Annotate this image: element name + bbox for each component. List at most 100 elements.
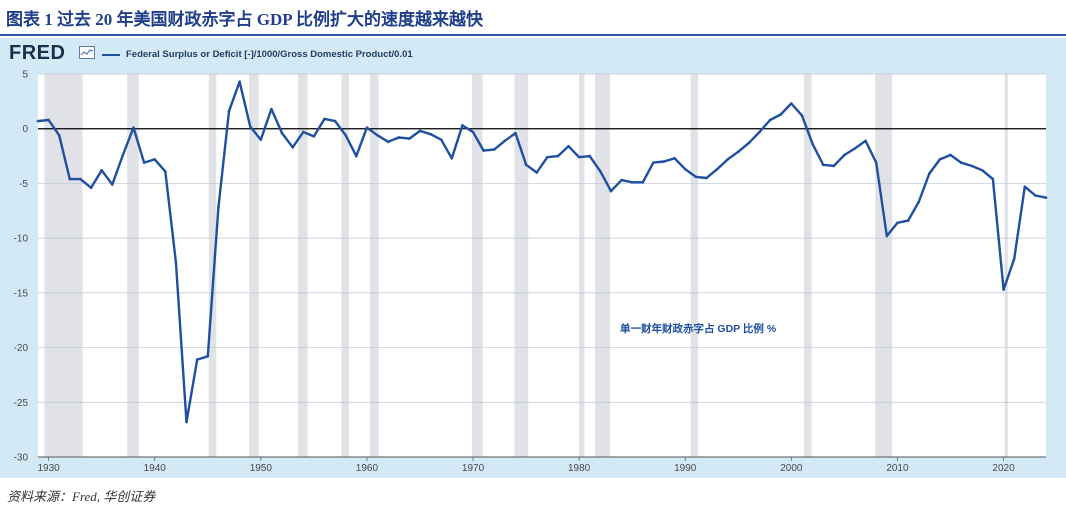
data-point — [429, 132, 432, 136]
data-point — [588, 154, 592, 158]
data-point — [927, 172, 931, 175]
y-tick-label: -10 — [14, 234, 29, 245]
recession-band — [804, 74, 812, 457]
data-point — [36, 119, 40, 123]
data-point — [843, 153, 846, 157]
data-point — [726, 158, 729, 161]
data-point — [79, 177, 82, 181]
data-point — [386, 140, 390, 144]
data-point — [609, 189, 613, 193]
legend-line-swatch — [102, 53, 120, 56]
deficit-line-chart: 5 0 -5 -10 -15 -20 -25 -30 1930 1940 1950 1960 1970 1… — [14, 70, 1048, 474]
data-point — [248, 125, 252, 128]
data-point — [790, 102, 793, 105]
data-point — [652, 161, 655, 164]
data-point — [821, 163, 825, 167]
recession-band — [690, 74, 698, 457]
data-point — [142, 161, 146, 164]
data-point — [1044, 196, 1048, 199]
data-point — [280, 131, 284, 135]
deficit-series-line — [37, 80, 1047, 424]
data-point — [291, 146, 294, 149]
data-point — [800, 114, 804, 117]
data-point — [238, 80, 241, 83]
data-point — [981, 168, 984, 172]
data-point — [864, 139, 867, 143]
data-point — [195, 358, 199, 361]
data-point — [736, 150, 740, 153]
data-point — [418, 129, 422, 133]
data-point — [524, 163, 528, 167]
data-point — [376, 133, 379, 137]
data-point — [312, 135, 316, 138]
recession-band — [595, 74, 610, 457]
recession-band — [249, 74, 259, 457]
recession-band — [208, 74, 217, 457]
data-point — [811, 142, 814, 146]
data-point — [620, 178, 623, 182]
data-point — [885, 234, 889, 238]
data-point — [673, 156, 676, 160]
recession-band — [370, 74, 379, 457]
recession-band — [514, 74, 529, 457]
x-tick-label: 1980 — [568, 463, 591, 474]
data-point — [355, 154, 358, 158]
recession-band — [471, 74, 483, 457]
data-point — [503, 139, 507, 143]
data-point — [970, 164, 974, 168]
data-point — [896, 221, 899, 225]
data-point — [1012, 257, 1016, 261]
data-point — [1002, 288, 1005, 291]
data-point — [577, 155, 581, 159]
data-point — [874, 161, 878, 164]
y-tick-label: -25 — [14, 398, 29, 409]
data-point — [89, 186, 93, 190]
data-point — [344, 133, 348, 137]
data-point — [270, 107, 273, 111]
source-note: 资料来源：Fred, 华创证券 — [7, 489, 156, 504]
data-point — [301, 130, 305, 134]
data-point — [492, 148, 496, 151]
data-point — [57, 133, 61, 137]
data-point — [132, 126, 135, 129]
data-point — [556, 154, 560, 158]
recession-band — [127, 74, 139, 457]
data-point — [959, 161, 963, 164]
data-point — [174, 260, 178, 264]
data-point — [747, 141, 751, 145]
data-point — [630, 181, 634, 184]
x-tick-label: 1930 — [37, 463, 60, 474]
data-point — [153, 158, 157, 161]
recession-band — [44, 74, 83, 457]
data-point — [853, 147, 857, 150]
data-point — [482, 149, 485, 152]
data-point — [365, 126, 369, 129]
legend-series-label: Federal Surplus or Deficit [-]/1000/Gros… — [126, 49, 413, 60]
x-tick-label: 2000 — [780, 463, 803, 474]
recession-band — [579, 74, 585, 457]
fred-logo: FRED — [9, 42, 66, 64]
data-point — [164, 170, 167, 173]
data-point — [121, 153, 125, 157]
data-point — [705, 176, 708, 180]
y-tick-label: -5 — [19, 179, 28, 190]
data-point — [641, 181, 645, 184]
data-point — [832, 164, 836, 168]
data-point — [546, 155, 549, 159]
data-point — [938, 158, 942, 161]
recession-band — [875, 74, 893, 457]
data-point — [694, 175, 698, 179]
data-point — [439, 138, 443, 141]
data-point — [567, 144, 570, 148]
data-point — [450, 156, 454, 160]
chart-annotation: 单一财年财政赤字占 GDP 比例 % — [620, 322, 777, 335]
data-point — [227, 109, 231, 113]
chart-legend: Federal Surplus or Deficit [-]/1000/Gros… — [102, 49, 413, 60]
recession-band — [1004, 74, 1008, 457]
data-point — [100, 168, 103, 172]
data-point — [461, 124, 464, 127]
data-point — [408, 137, 411, 140]
data-point — [397, 136, 401, 139]
y-tick-label: 0 — [22, 124, 28, 135]
data-point — [185, 420, 188, 424]
